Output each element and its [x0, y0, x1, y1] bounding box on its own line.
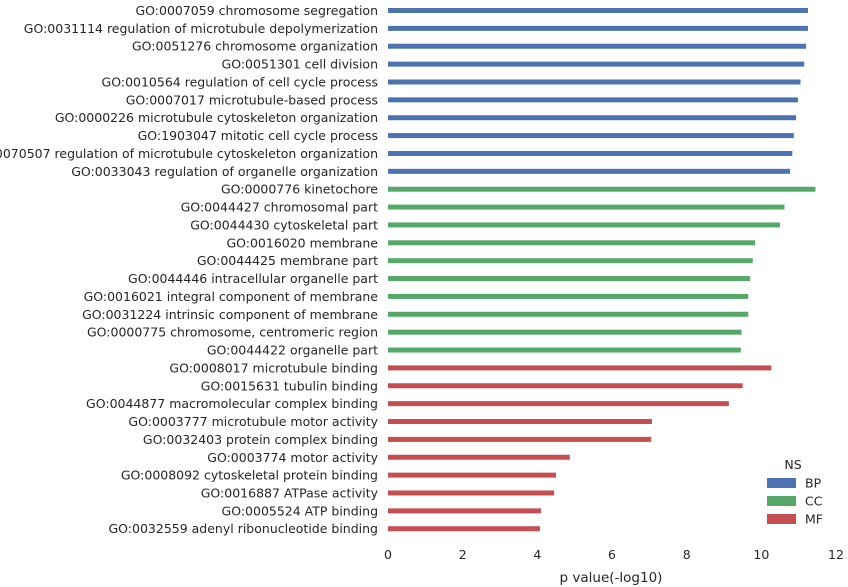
legend-swatch-cc	[767, 496, 796, 506]
category-label: GO:0008017 microtubule binding	[169, 360, 378, 375]
bar-bp	[388, 79, 801, 85]
bar-mf	[388, 365, 772, 371]
bar-mf	[388, 419, 652, 425]
category-label: GO:0016887 ATPase activity	[201, 485, 379, 500]
bar-cc	[388, 347, 741, 353]
bar-mf	[388, 472, 556, 478]
bars-layer	[388, 8, 816, 532]
bar-bp	[388, 8, 808, 13]
category-label: GO:0010564 regulation of cell cycle proc…	[102, 74, 378, 89]
category-label: GO:0000776 kinetochore	[221, 182, 378, 197]
category-label: GO:1903047 mitotic cell cycle process	[138, 128, 378, 143]
category-label: GO:0003777 microtubule motor activity	[128, 414, 378, 429]
x-tick-label: 2	[459, 547, 467, 562]
category-label: GO:0044427 chromosomal part	[181, 200, 378, 215]
category-label: GO:0070507 regulation of microtubule cyt…	[0, 146, 378, 161]
bar-bp	[388, 43, 807, 49]
category-label: GO:0031224 intrinsic component of membra…	[82, 307, 378, 322]
x-tick-label: 4	[533, 547, 541, 562]
legend-label-bp: BP	[805, 476, 822, 491]
legend-label-cc: CC	[805, 494, 823, 509]
bar-bp	[388, 61, 805, 67]
category-label: GO:0044425 membrane part	[197, 253, 378, 268]
bar-cc	[388, 311, 749, 317]
bar-mf	[388, 401, 729, 407]
bar-cc	[388, 329, 742, 335]
bar-bp	[388, 133, 794, 139]
category-label: GO:0033043 regulation of organelle organ…	[71, 164, 378, 179]
legend-label-mf: MF	[805, 512, 823, 527]
category-label: GO:0044422 organelle part	[207, 343, 378, 358]
bar-mf	[388, 383, 743, 389]
bar-cc	[388, 240, 755, 246]
category-label: GO:0000775 chromosome, centromeric regio…	[87, 325, 378, 340]
x-axis-label: p value(-log10)	[560, 570, 663, 586]
bar-bp	[388, 97, 798, 103]
x-tick-label: 6	[608, 547, 616, 562]
category-label: GO:0000226 microtubule cytoskeleton orga…	[55, 110, 378, 125]
category-label: GO:0007059 chromosome segregation	[135, 3, 378, 18]
bar-mf	[388, 490, 555, 496]
category-label: GO:0016020 membrane	[226, 235, 378, 250]
bar-cc	[388, 293, 749, 299]
bar-mf	[388, 454, 570, 460]
bar-bp	[388, 25, 808, 31]
bar-bp	[388, 150, 793, 156]
bar-cc	[388, 258, 753, 264]
bar-mf	[388, 436, 652, 442]
category-labels: GO:0007059 chromosome segregation GO:0031…	[0, 3, 379, 536]
bar-cc	[388, 276, 751, 282]
bar-cc	[388, 186, 816, 192]
category-label: GO:0044446 intracellular organelle part	[128, 271, 378, 286]
category-label: GO:0005524 ATP binding	[222, 503, 378, 518]
category-label: GO:0003774 motor activity	[207, 450, 378, 465]
category-label: GO:0032403 protein complex binding	[143, 432, 378, 447]
x-tick-label: 8	[683, 547, 691, 562]
category-label: GO:0051276 chromosome organization	[132, 39, 378, 54]
category-label: GO:0032559 adenyl ribonucleotide binding	[108, 521, 378, 536]
category-label: GO:0008092 cytoskeletal protein binding	[121, 468, 378, 483]
bar-bp	[388, 115, 797, 121]
category-label: GO:0007017 microtubule-based process	[126, 92, 378, 107]
legend: NS BP CC MF	[767, 457, 823, 527]
category-label: GO:0031114 regulation of microtubule dep…	[24, 21, 378, 36]
bar-bp	[388, 168, 791, 174]
x-tick-label: 12	[828, 547, 844, 562]
category-label: GO:0044430 cytoskeletal part	[190, 217, 378, 232]
x-tick-label: 0	[384, 547, 392, 562]
category-label: GO:0015631 tubulin binding	[201, 378, 378, 393]
x-axis-ticks: 0 2 4 6 8 10 12	[384, 547, 844, 562]
x-tick-label: 10	[753, 547, 769, 562]
bar-mf	[388, 526, 540, 532]
category-label: GO:0051301 cell division	[222, 57, 378, 72]
legend-title: NS	[784, 457, 801, 472]
bar-mf	[388, 508, 542, 514]
bar-cc	[388, 222, 780, 228]
legend-swatch-mf	[767, 514, 796, 524]
legend-swatch-bp	[767, 478, 796, 488]
category-label: GO:0044877 macromolecular complex bindin…	[86, 396, 378, 411]
category-label: GO:0016021 integral component of membran…	[84, 289, 379, 304]
bar-cc	[388, 204, 785, 210]
